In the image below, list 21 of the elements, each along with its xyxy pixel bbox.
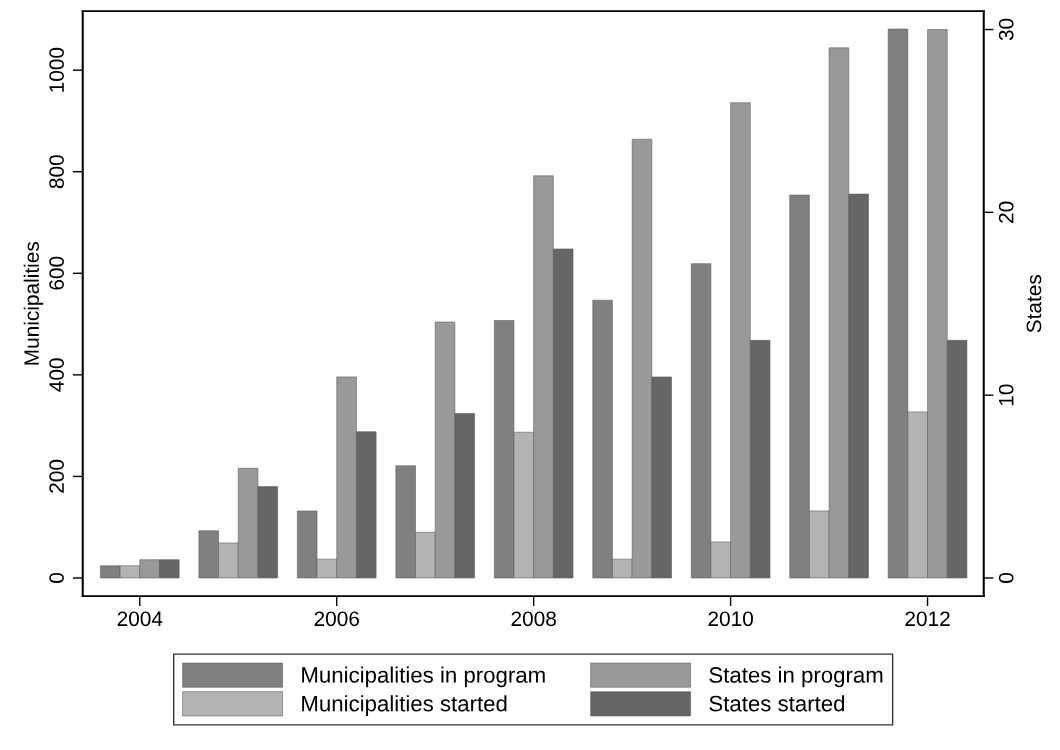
y2-tick-label: 30	[998, 18, 1014, 41]
y2-tick-label: 20	[998, 201, 1014, 223]
x-tick-label: 2010	[708, 611, 753, 627]
legend-label: Municipalities started	[302, 695, 507, 716]
y-tick-label: 600	[49, 256, 64, 290]
y-tick-label: 1000	[49, 47, 64, 92]
y2-axis-title: States	[1026, 274, 1042, 333]
y-tick-label: 200	[49, 459, 64, 493]
y-tick-label: 400	[49, 358, 64, 392]
y-axis-title: Municipalities	[23, 241, 44, 365]
x-tick-label: 2006	[314, 611, 359, 627]
y-tick-label: 800	[49, 155, 64, 189]
x-tick-label: 2004	[117, 611, 163, 627]
y2-tick-label: 10	[998, 384, 1014, 406]
legend-label: States in program	[709, 666, 883, 688]
x-tick-label: 2008	[511, 611, 556, 627]
x-tick-label: 2012	[905, 611, 950, 627]
y-tick-label: 0	[49, 572, 64, 583]
legend-label: States started	[709, 695, 845, 712]
legend-label: Municipalities in program	[302, 666, 545, 688]
y2-tick-label: 0	[998, 572, 1014, 583]
